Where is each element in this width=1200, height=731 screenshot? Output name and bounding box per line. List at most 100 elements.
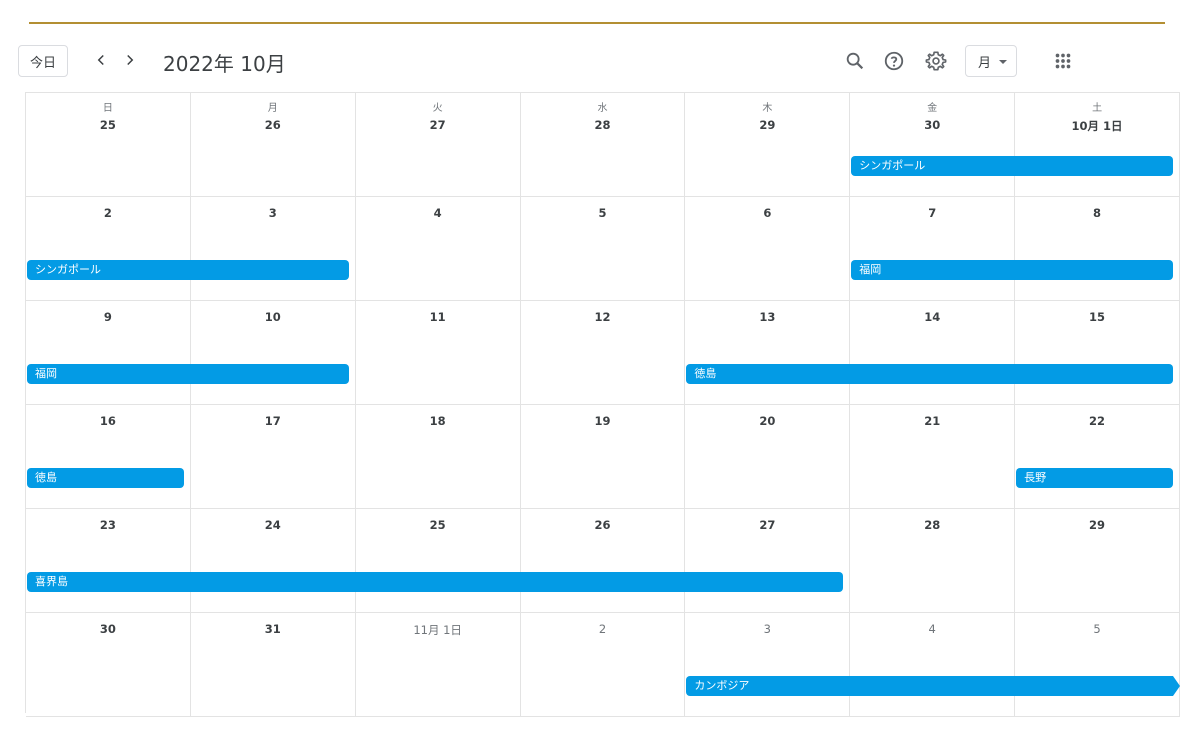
date-number[interactable]: 28 (594, 118, 611, 132)
day-cell[interactable]: 6 (685, 197, 851, 301)
day-cell[interactable]: 9 (26, 301, 191, 405)
day-cell[interactable]: 16 (26, 405, 191, 509)
event-chip[interactable]: 福岡 (27, 364, 349, 384)
day-cell[interactable]: 3 (685, 613, 851, 717)
date-number[interactable]: 2 (103, 206, 112, 220)
day-cell[interactable]: 月 26 (190, 93, 356, 197)
date-number[interactable]: 29 (759, 118, 776, 132)
event-chip[interactable]: 徳島 (686, 364, 1173, 384)
today-button[interactable]: 今日 (18, 45, 68, 77)
event-chip[interactable]: 長野 (1016, 468, 1173, 488)
date-number[interactable]: 10月 1日 (1071, 119, 1123, 133)
day-cell[interactable]: 11 (355, 301, 521, 405)
day-cell[interactable]: 26 (520, 509, 686, 613)
date-number[interactable]: 26 (264, 118, 281, 132)
day-cell[interactable]: 28 (850, 509, 1016, 613)
day-cell[interactable]: 29 (1015, 509, 1180, 613)
day-cell[interactable]: 火 27 (355, 93, 521, 197)
event-chip[interactable]: 喜界島 (27, 572, 844, 592)
day-cell[interactable]: 水 28 (520, 93, 686, 197)
day-cell[interactable]: 4 (355, 197, 521, 301)
day-cell[interactable]: 19 (520, 405, 686, 509)
settings-button[interactable] (923, 48, 949, 74)
day-cell[interactable]: 金 30 (850, 93, 1016, 197)
date-number[interactable]: 12 (594, 310, 611, 324)
day-cell[interactable]: 31 (190, 613, 356, 717)
day-cell[interactable]: 日 25 (26, 93, 191, 197)
date-number[interactable]: 27 (429, 118, 446, 132)
date-number[interactable]: 30 (924, 118, 941, 132)
help-button[interactable] (881, 48, 907, 74)
previous-month-button[interactable] (87, 46, 115, 74)
day-cell[interactable]: 21 (850, 405, 1016, 509)
day-cell[interactable]: 18 (355, 405, 521, 509)
day-cell[interactable]: 25 (355, 509, 521, 613)
date-number[interactable]: 3 (268, 206, 277, 220)
date-number[interactable]: 16 (99, 414, 116, 428)
day-cell[interactable]: 13 (685, 301, 851, 405)
day-cell[interactable]: 4 (850, 613, 1016, 717)
day-cell[interactable]: 2 (26, 197, 191, 301)
date-number[interactable]: 3 (763, 622, 771, 636)
date-number[interactable]: 30 (99, 622, 116, 636)
day-cell[interactable]: 27 (685, 509, 851, 613)
date-number[interactable]: 25 (99, 118, 116, 132)
date-number[interactable]: 28 (924, 518, 941, 532)
date-number[interactable]: 5 (1093, 622, 1101, 636)
day-cell[interactable]: 12 (520, 301, 686, 405)
date-number[interactable]: 19 (594, 414, 611, 428)
day-cell[interactable]: 22 (1015, 405, 1180, 509)
day-cell[interactable]: 5 (1015, 613, 1180, 717)
date-number[interactable]: 15 (1089, 310, 1106, 324)
date-number[interactable]: 23 (99, 518, 116, 532)
day-cell[interactable]: 17 (190, 405, 356, 509)
event-chip[interactable]: カンボジア (686, 676, 1180, 696)
date-number[interactable]: 11月 1日 (413, 623, 462, 637)
date-number[interactable]: 9 (103, 310, 112, 324)
day-cell[interactable]: 5 (520, 197, 686, 301)
date-number[interactable]: 21 (924, 414, 941, 428)
date-number[interactable]: 20 (759, 414, 776, 428)
date-number[interactable]: 7 (928, 206, 937, 220)
date-number[interactable]: 6 (763, 206, 772, 220)
day-cell[interactable]: 20 (685, 405, 851, 509)
day-cell[interactable]: 8 (1015, 197, 1180, 301)
day-cell[interactable]: 15 (1015, 301, 1180, 405)
date-number[interactable]: 10 (264, 310, 281, 324)
day-cell[interactable]: 土 10月 1日 (1015, 93, 1180, 197)
date-number[interactable]: 2 (598, 622, 607, 636)
view-selector[interactable]: 月 (965, 45, 1017, 77)
event-chip[interactable]: シンガポール (27, 260, 349, 280)
event-chip[interactable]: シンガポール (851, 156, 1173, 176)
date-number[interactable]: 4 (433, 206, 442, 220)
date-number[interactable]: 27 (759, 518, 776, 532)
day-cell[interactable]: 30 (26, 613, 191, 717)
day-cell[interactable]: 10 (190, 301, 356, 405)
next-month-button[interactable] (116, 46, 144, 74)
date-number[interactable]: 29 (1089, 518, 1106, 532)
day-cell[interactable]: 23 (26, 509, 191, 613)
day-cell[interactable]: 11月 1日 (355, 613, 521, 717)
date-number[interactable]: 25 (429, 518, 446, 532)
date-number[interactable]: 5 (598, 206, 607, 220)
day-cell[interactable]: 7 (850, 197, 1016, 301)
date-number[interactable]: 17 (264, 414, 281, 428)
day-cell[interactable]: 2 (520, 613, 686, 717)
date-number[interactable]: 26 (594, 518, 611, 532)
date-number[interactable]: 11 (429, 310, 446, 324)
apps-button[interactable] (1050, 48, 1076, 74)
date-number[interactable]: 31 (264, 622, 281, 636)
date-number[interactable]: 24 (264, 518, 281, 532)
day-cell[interactable]: 3 (190, 197, 356, 301)
event-chip[interactable]: 福岡 (851, 260, 1173, 280)
date-number[interactable]: 4 (928, 622, 936, 636)
day-cell[interactable]: 24 (190, 509, 356, 613)
day-cell[interactable]: 14 (850, 301, 1016, 405)
date-number[interactable]: 13 (759, 310, 776, 324)
date-number[interactable]: 18 (429, 414, 446, 428)
date-number[interactable]: 14 (924, 310, 941, 324)
date-number[interactable]: 22 (1089, 414, 1106, 428)
event-chip[interactable]: 徳島 (27, 468, 184, 488)
search-button[interactable] (842, 48, 868, 74)
day-cell[interactable]: 木 29 (685, 93, 851, 197)
